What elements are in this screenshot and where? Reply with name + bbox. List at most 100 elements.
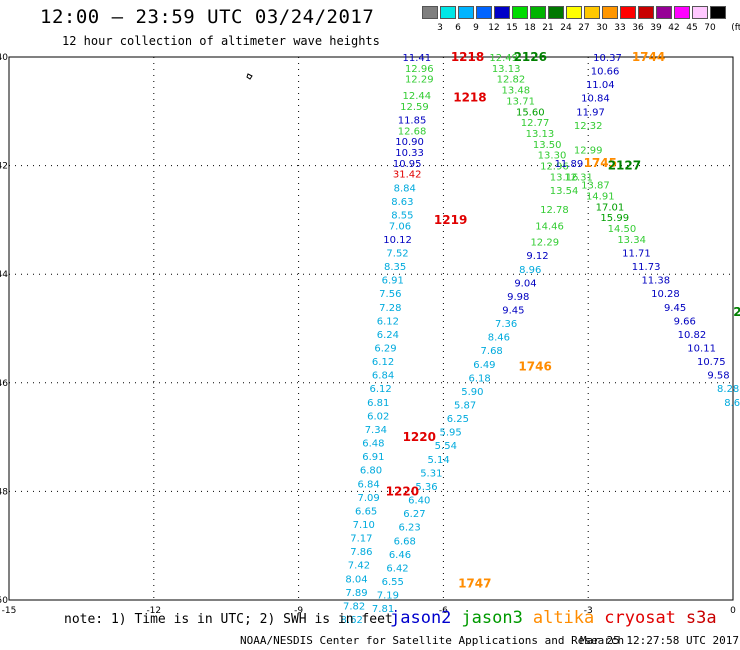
swh-value: 9.58 [707,371,729,382]
lon-tick-label: -9 [294,606,303,616]
legend-s3a: s3a [685,608,717,628]
swh-value: 13.50 [533,140,562,151]
swh-value: 8.62 [341,615,363,626]
swh-value: 10.75 [697,357,726,368]
swh-value: 6.80 [360,466,382,477]
colorbar-swatch [692,6,708,19]
map-note: note: 1) Time is in UTC; 2) SWH is in fe… [64,612,393,627]
swh-value: 10.33 [395,148,424,159]
swh-value: 15.60 [516,107,545,118]
swh-value: 13.71 [506,96,535,107]
pass-time-label: 2127 [608,159,641,173]
swh-value: 7.68 [481,346,503,357]
swh-value: 12.78 [540,205,569,216]
swh-value: 10.95 [393,159,422,170]
colorbar-swatch [548,6,564,19]
pass-time-label: 1220 [386,484,419,498]
colorbar-tick-label: 9 [473,23,479,33]
swh-value: 12.77 [521,118,550,129]
swh-value: 17.01 [596,202,625,213]
swh-value: 14.91 [586,191,615,202]
colorbar-tick-label: 45 [686,23,698,33]
lon-tick-label: -12 [146,606,161,616]
swh-value: 7.10 [353,520,375,531]
swh-value: 13.54 [550,186,579,197]
swh-value: 15.99 [600,213,629,224]
colorbar-unit: (ft) [731,23,740,33]
swh-value: 6.23 [398,523,420,534]
swh-value: 31.42 [393,170,422,181]
swh-value: 10.82 [678,330,707,341]
lon-tick-label: -3 [584,606,593,616]
colorbar-swatch [602,6,618,19]
swh-value: 7.06 [389,221,411,232]
pass-time-label: 2126 [514,50,547,64]
colorbar-tick-label: 33 [614,23,626,33]
swh-value: 10.11 [687,344,716,355]
pass-time-label: 2128 [733,305,740,319]
swh-value: 12.31 [564,172,593,183]
swh-value: 5.31 [420,468,442,479]
swh-value: 6.91 [382,276,404,287]
swh-value: 10.28 [651,289,680,300]
swh-value: 11.38 [641,276,670,287]
swh-value: 6.68 [394,536,416,547]
swh-value: 7.52 [386,248,408,259]
lon-tick-label: -15 [2,606,17,616]
swh-value: 8.62 [724,398,740,409]
lat-tick-label: 46 [0,379,8,389]
colorbar-tick-label: 30 [596,23,608,33]
swh-value: 12.82 [497,75,526,86]
colorbar-tick-label: 24 [560,23,572,33]
colorbar-swatch [620,6,636,19]
colorbar-tick-label: 21 [542,23,554,33]
swh-value: 7.17 [350,534,372,545]
swh-value: 12.29 [405,75,434,86]
colorbar-tick-label: 36 [632,23,644,33]
colorbar-swatch [674,6,690,19]
map-title: 12:00 – 23:59 UTC 03/24/2017 [40,6,375,28]
colorbar-swatch [494,6,510,19]
colorbar-swatch [584,6,600,19]
swh-value: 12.44 [403,91,432,102]
swh-value: 7.42 [348,561,370,572]
colorbar-tick-label: 27 [578,23,590,33]
swh-value: 12.29 [530,238,559,249]
lon-tick-label: 0 [730,606,736,616]
lat-tick-label: 44 [0,270,8,280]
swh-value: 10.66 [591,67,620,78]
legend-jason3: jason3 [461,608,523,628]
swh-value: 11.41 [403,53,432,64]
pass-time-label: 1745 [584,156,617,170]
lat-tick-label: 40 [0,53,8,63]
colorbar-tick-label: 6 [455,23,461,33]
pass-time-label: 1218 [453,91,486,105]
colorbar-swatch [530,6,546,19]
swh-value: 7.36 [495,319,517,330]
swh-value: 10.12 [383,235,412,246]
swh-value: 8.28 [717,384,739,395]
swh-value: 9.45 [502,305,524,316]
pass-time-label: 1744 [632,50,665,64]
colorbar-tick-label: 15 [506,23,518,33]
swh-value: 7.19 [377,591,399,602]
swh-value: 13.13 [526,129,555,140]
colorbar-tick-label: 39 [650,23,662,33]
swh-value: 13.30 [538,151,567,162]
swh-value: 6.46 [389,550,411,561]
pass-time-label: 1220 [403,430,436,444]
swh-value: 5.54 [435,441,457,452]
swh-value: 8.35 [384,262,406,273]
swh-value: 9.12 [526,251,548,262]
swh-value: 12.99 [574,145,603,156]
swh-value: 6.40 [408,496,430,507]
swh-value: 7.82 [343,601,365,612]
swh-value: 12.49 [489,53,518,64]
swh-value: 13.34 [617,235,646,246]
swh-value: 7.09 [357,493,379,504]
colorbar-swatch [458,6,474,19]
swh-value: 9.98 [507,292,529,303]
swh-value: 8.63 [391,197,413,208]
swh-value: 6.25 [447,414,469,425]
